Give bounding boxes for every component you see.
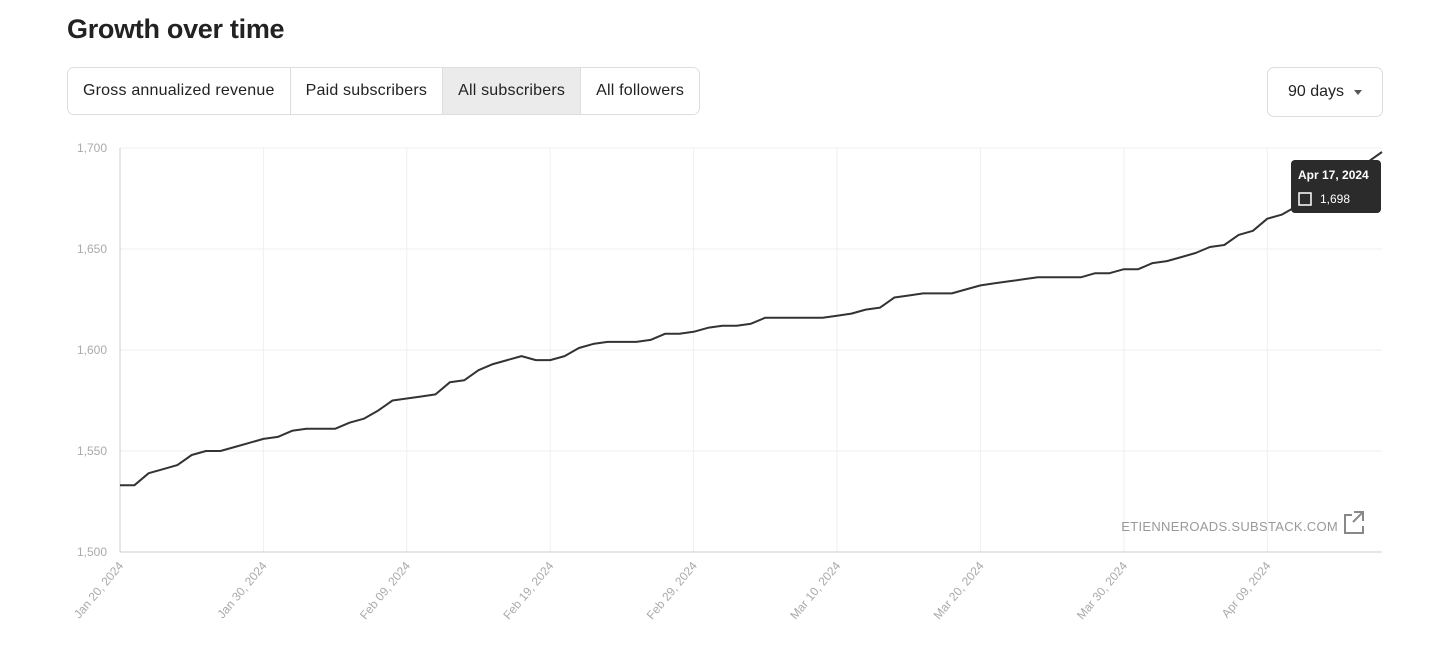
metric-tab[interactable]: All subscribers (443, 68, 582, 114)
x-tick-label: Feb 09, 2024 (357, 559, 413, 622)
x-tick-label: Apr 09, 2024 (1219, 559, 1274, 621)
y-tick-label: 1,650 (77, 242, 107, 256)
metric-tab[interactable]: Paid subscribers (290, 68, 444, 114)
x-tick-label: Mar 30, 2024 (1074, 559, 1130, 622)
data-line (120, 151, 1383, 487)
y-tick-label: 1,600 (77, 343, 107, 357)
watermark: ETIENNEROADS.SUBSTACK.COM (1121, 519, 1338, 534)
y-tick-label: 1,550 (77, 444, 107, 458)
tooltip-swatch (1298, 192, 1312, 206)
tooltip-value: 1,698 (1320, 192, 1350, 206)
page-title: Growth over time (67, 14, 285, 44)
metric-tabs: Gross annualized revenue Paid subscribers… (67, 67, 701, 115)
x-tick-label: Feb 19, 2024 (500, 559, 556, 622)
dropdown-caret (1354, 89, 1363, 95)
metric-tab[interactable]: All followers (581, 68, 700, 114)
x-tick-label: Mar 10, 2024 (787, 559, 843, 622)
metric-tab[interactable]: Gross annualized revenue (68, 68, 291, 114)
dropdown-label: 90 days (1287, 83, 1345, 100)
x-tick-label: Jan 20, 2024 (71, 559, 127, 621)
tooltip-box (1291, 160, 1381, 213)
x-tick-label: Feb 29, 2024 (644, 559, 700, 622)
y-tick-label: 1,500 (77, 545, 107, 559)
x-tick-label: Mar 20, 2024 (931, 559, 987, 622)
tooltip-title: Apr 17, 2024 (1298, 168, 1369, 182)
external-link-icon (1344, 511, 1364, 534)
y-tick-label: 1,700 (77, 141, 107, 155)
range-dropdown[interactable]: 90 days (1267, 67, 1383, 117)
x-tick-label: Jan 30, 2024 (214, 559, 270, 621)
tooltip: Apr 17, 2024 1,698 (1291, 160, 1381, 213)
